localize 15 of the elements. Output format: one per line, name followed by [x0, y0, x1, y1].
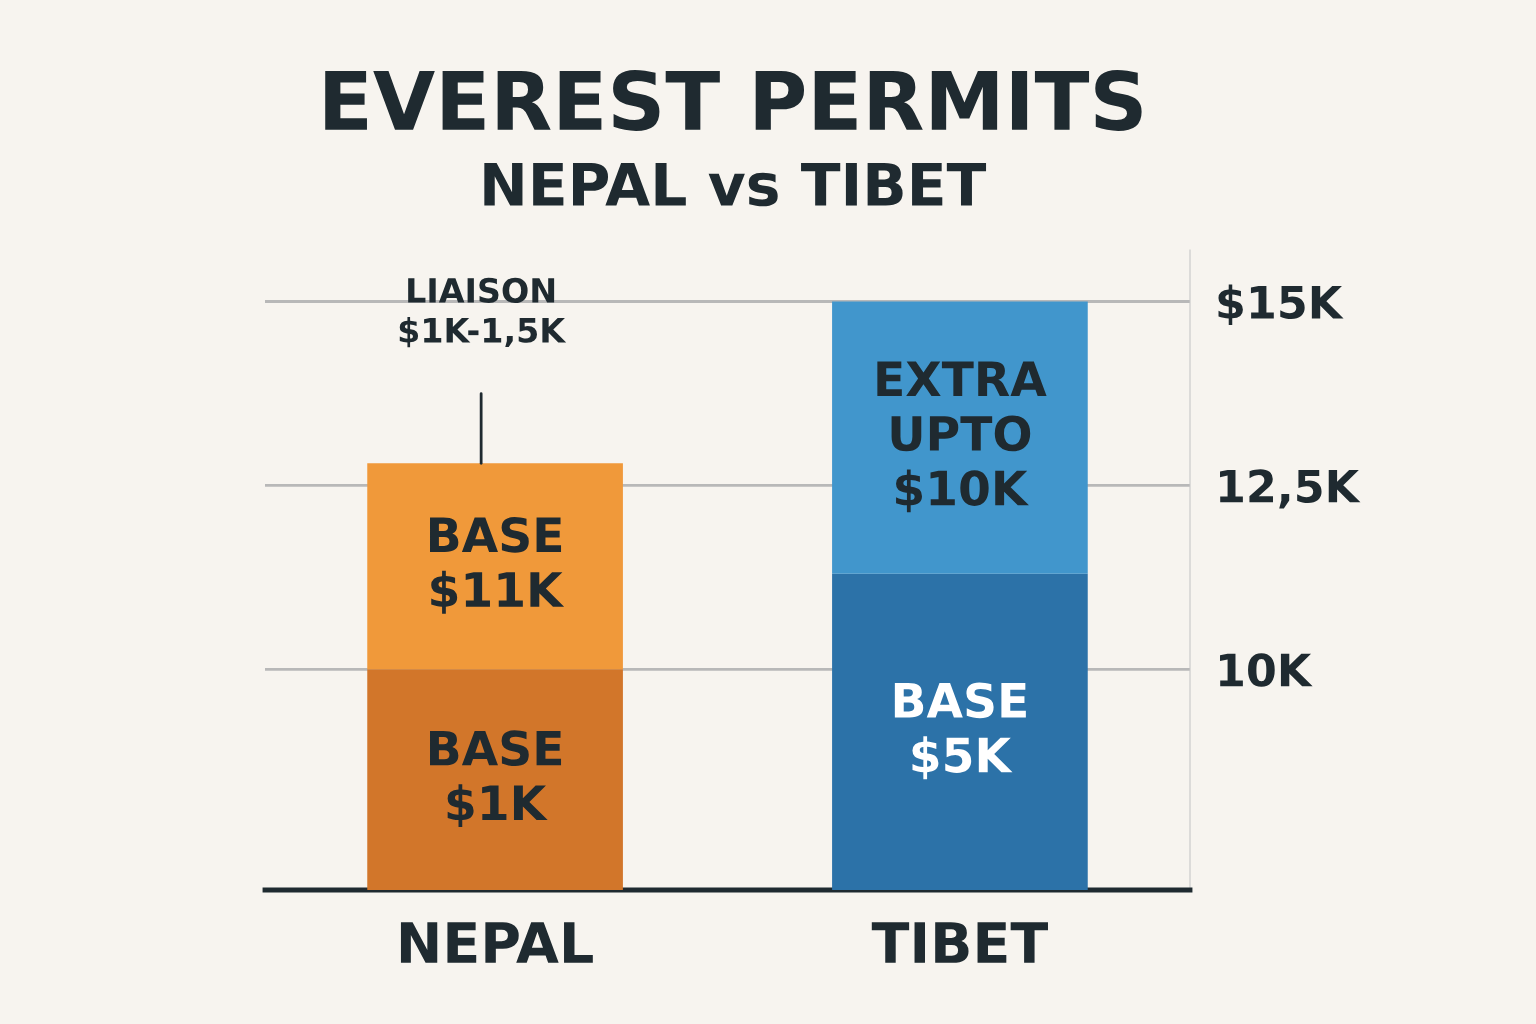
bar — [367, 669, 623, 890]
y-tick-label: 10K — [1220, 653, 1313, 687]
bar — [832, 573, 1088, 890]
chart-subtitle: NEPAL vs TIBET — [484, 163, 987, 207]
annotation: BASE $1K — [430, 730, 562, 827]
annotation: BASE $5K — [894, 682, 1026, 780]
x-tick-label: TIBET — [871, 922, 1048, 963]
annotation: LIAISON $1K-1,5K — [399, 277, 567, 348]
y-tick-label: $15K — [1218, 284, 1344, 325]
y-tick-label: 12,5K — [1220, 469, 1361, 509]
x-tick-label: NEPAL — [400, 922, 593, 963]
annotation: EXTRA UPTO $10K — [877, 361, 1047, 513]
annotation: BASE $11K — [430, 516, 565, 614]
chart-title: EVEREST PERMITS — [325, 69, 1142, 131]
bar — [367, 463, 623, 670]
